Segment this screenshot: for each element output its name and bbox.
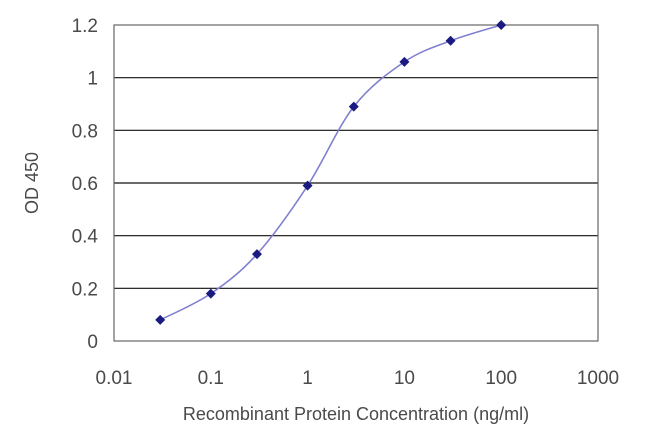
x-tick-label: 100 <box>485 368 517 389</box>
x-tick-label: 10 <box>394 368 415 389</box>
y-tick-label: 0.4 <box>72 227 99 248</box>
data-point <box>302 180 313 191</box>
y-tick-label: 1 <box>87 69 98 90</box>
x-tick-label: 1000 <box>577 368 619 389</box>
y-tick-label: 1.2 <box>72 16 98 37</box>
x-tick-label: 1 <box>302 368 313 389</box>
x-tick-labels: 0.01 0.1 1 10 100 1000 <box>96 368 620 389</box>
data-point <box>496 20 507 30</box>
y-tick-labels: 0 0.2 0.4 0.6 0.8 1 1.2 <box>72 16 99 353</box>
data-point <box>155 314 166 325</box>
plot-frame <box>113 24 599 342</box>
data-point <box>445 35 456 46</box>
y-tick-label: 0.6 <box>72 174 98 195</box>
x-tick-label: 0.1 <box>198 368 224 389</box>
data-points <box>155 20 507 325</box>
x-axis-label: Recombinant Protein Concentration (ng/ml… <box>183 404 529 424</box>
data-point <box>348 101 359 112</box>
data-point <box>251 249 262 260</box>
y-tick-label: 0.8 <box>72 121 98 142</box>
grid-lines <box>114 77 598 289</box>
y-axis-label: OD 450 <box>22 152 42 214</box>
series-curve <box>159 24 502 321</box>
x-tick-label: 0.01 <box>96 368 133 389</box>
y-tick-label: 0 <box>87 332 98 353</box>
data-point <box>399 56 410 67</box>
y-tick-label: 0.2 <box>72 279 98 300</box>
data-point <box>205 288 216 299</box>
